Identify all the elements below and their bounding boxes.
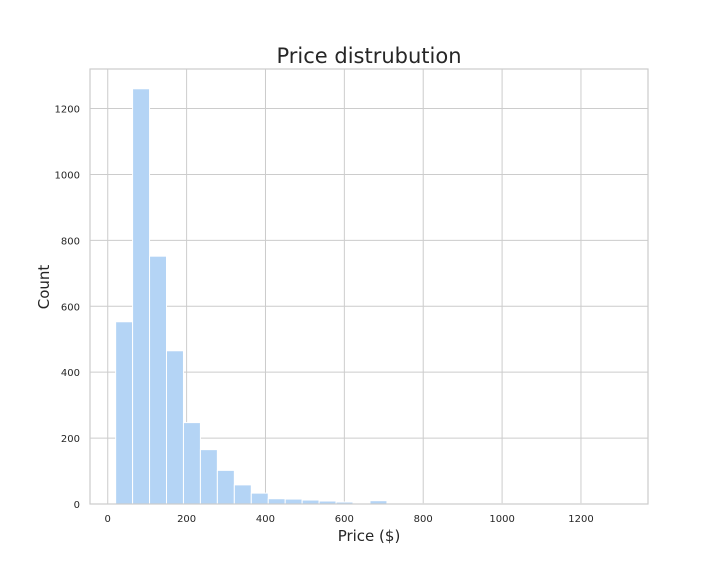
grid-lines [90, 69, 648, 505]
histogram-bars [115, 88, 625, 505]
chart-title: Price distrubution [276, 44, 461, 68]
y-tick-label: 0 [74, 500, 80, 511]
histogram-bar [267, 498, 286, 505]
x-tick-label: 0 [105, 514, 111, 525]
y-axis-ticks: 0 200 400 600 800 1000 1200 [55, 105, 80, 511]
histogram-bar [132, 88, 151, 505]
y-tick-label: 400 [61, 368, 80, 379]
x-tick-label: 400 [256, 514, 275, 525]
histogram-bar [115, 321, 134, 505]
x-tick-label: 200 [177, 514, 196, 525]
y-tick-label: 200 [61, 434, 80, 445]
x-tick-label: 1200 [568, 514, 593, 525]
x-tick-label: 600 [335, 514, 354, 525]
histogram-bar [284, 498, 303, 505]
x-axis-ticks: 0 200 400 600 800 1000 1200 [105, 514, 594, 525]
histogram-bar [182, 422, 201, 505]
histogram-bar [199, 449, 218, 505]
x-axis-label: Price ($) [338, 527, 401, 545]
histogram-bar [250, 492, 269, 505]
y-tick-label: 600 [61, 302, 80, 313]
histogram-bar [149, 255, 168, 505]
histogram-bar [216, 469, 235, 505]
histogram-bar [166, 350, 184, 505]
y-tick-label: 800 [61, 236, 80, 247]
histogram-bar [233, 484, 252, 505]
x-tick-label: 800 [414, 514, 433, 525]
y-axis-label: Count [35, 265, 53, 310]
x-tick-label: 1000 [489, 514, 514, 525]
y-tick-label: 1200 [55, 105, 80, 116]
plot-frame [89, 68, 649, 505]
y-tick-label: 1000 [55, 170, 80, 181]
